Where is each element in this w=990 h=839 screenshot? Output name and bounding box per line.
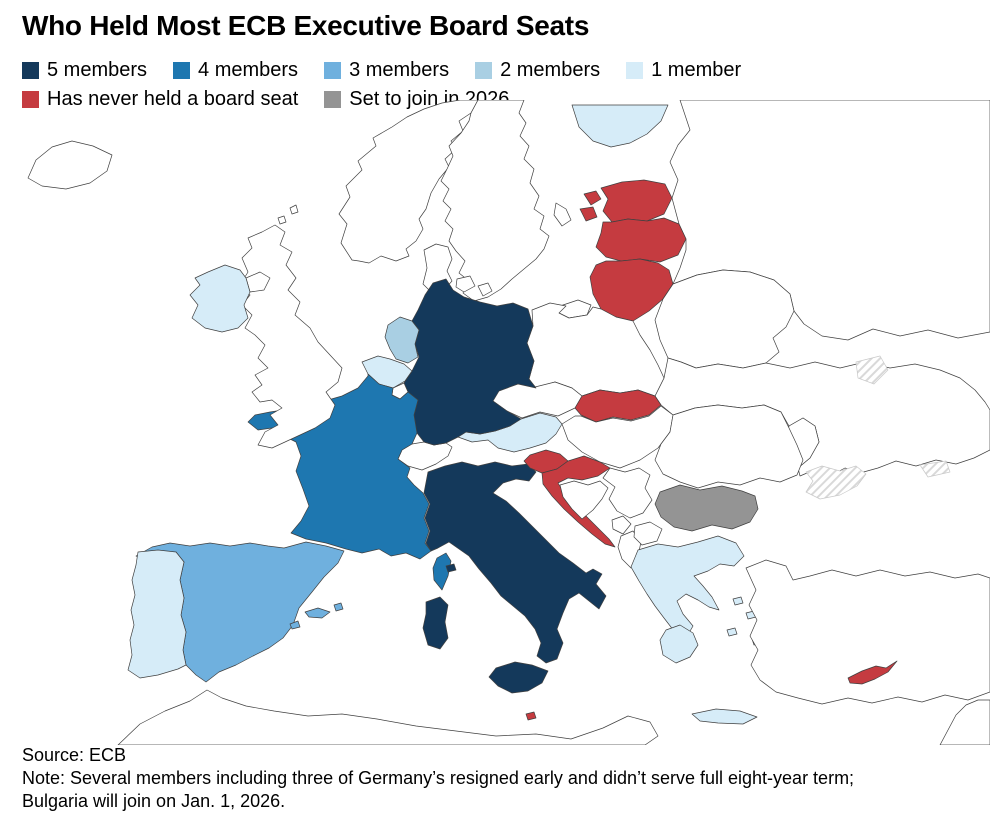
country-malta — [525, 711, 537, 721]
country-germany — [403, 278, 537, 446]
note-text-line2: Bulgaria will join on Jan. 1, 2026. — [22, 791, 286, 811]
legend-swatch-3-members — [324, 61, 342, 79]
country-balearic-islands — [333, 602, 344, 612]
country-greece — [630, 535, 745, 639]
country-sardinia — [422, 596, 449, 650]
country-united-kingdom — [239, 224, 343, 449]
country-peloponnese — [659, 624, 699, 664]
legend-label-2-members: 2 members — [500, 59, 601, 81]
country-denmark-islands — [477, 282, 493, 297]
legend-label-3-members: 3 members — [349, 59, 450, 81]
country-latvia — [595, 217, 687, 263]
region-crimea-hatched — [805, 465, 867, 500]
country-aegean-islands — [726, 627, 738, 637]
country-slovakia — [574, 389, 662, 423]
legend-swatch-4-members — [173, 61, 191, 79]
country-belarus — [654, 269, 795, 369]
country-balearic-islands — [289, 620, 301, 630]
country-croatia — [541, 455, 616, 548]
country-cyprus — [847, 660, 898, 685]
country-finland — [571, 104, 669, 148]
country-norway — [338, 99, 479, 264]
legend-swatch-never-held — [22, 90, 39, 108]
country-bulgaria — [654, 484, 759, 532]
legend-label-never-held: Has never held a board seat — [47, 88, 299, 110]
country-elba — [445, 563, 457, 573]
country-crete — [691, 708, 758, 725]
legend-label-4-members: 4 members — [198, 59, 299, 81]
country-estonia-islands — [579, 206, 598, 222]
country-turkey — [745, 559, 990, 705]
legend-item-3-members: 3 members — [324, 58, 449, 82]
country-north-africa — [117, 689, 659, 746]
legend-swatch-join-2026 — [324, 90, 342, 108]
country-sweden — [440, 99, 550, 302]
legend-swatch-1-member — [626, 61, 644, 79]
country-bosnia — [559, 480, 609, 520]
country-orkney — [277, 215, 287, 225]
country-lithuania — [589, 258, 674, 322]
legend-swatch-2-members — [475, 61, 493, 79]
country-gotland — [553, 202, 572, 227]
country-poland — [526, 302, 665, 397]
country-montenegro — [611, 515, 632, 535]
country-corsica — [432, 552, 452, 591]
legend-item-never-held: Has never held a board seat — [22, 87, 298, 111]
legend-row-1: 5 members 4 members 3 members 2 members … — [22, 58, 767, 82]
country-north-macedonia — [633, 521, 663, 546]
country-romania — [654, 404, 804, 489]
country-balearic-islands — [304, 607, 331, 619]
country-netherlands — [384, 316, 420, 364]
country-sicily — [488, 661, 549, 694]
country-denmark-islands — [455, 275, 476, 293]
country-shetland — [289, 204, 299, 215]
legend-item-1-member: 1 member — [626, 58, 741, 82]
note-text-line1: Note: Several members including three of… — [22, 768, 855, 788]
country-aegean-islands — [732, 596, 744, 606]
country-italy — [423, 461, 607, 664]
region-disputed-hatched — [855, 355, 889, 385]
source-text: Source: ECB — [22, 745, 127, 765]
country-ireland — [189, 264, 251, 333]
region-disputed-hatched — [919, 460, 951, 478]
legend-label-5-members: 5 members — [47, 59, 148, 81]
country-serbia — [602, 467, 653, 519]
country-estonia — [600, 179, 673, 223]
chart-title: Who Held Most ECB Executive Board Seats — [22, 10, 590, 41]
country-levant-coast — [939, 699, 990, 746]
legend-item-4-members: 4 members — [173, 58, 298, 82]
legend-label-1-member: 1 member — [651, 59, 742, 81]
europe-map — [0, 99, 990, 746]
country-portugal — [127, 549, 187, 679]
legend-item-5-members: 5 members — [22, 58, 147, 82]
footer: Source: ECB Note: Several members includ… — [22, 744, 972, 813]
legend-item-2-members: 2 members — [475, 58, 600, 82]
legend-swatch-5-members — [22, 61, 39, 79]
country-iceland — [27, 140, 113, 190]
country-estonia-islands — [583, 190, 602, 206]
